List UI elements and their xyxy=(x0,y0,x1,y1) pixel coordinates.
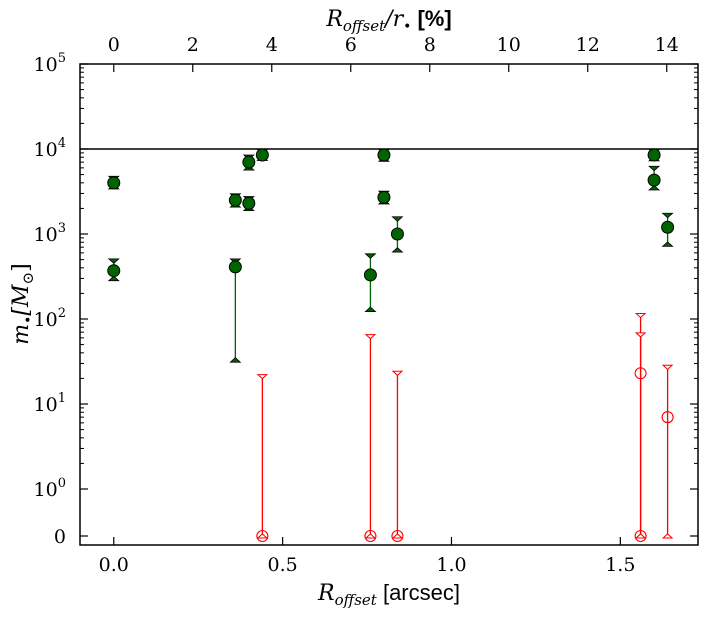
upper-limit-marker xyxy=(364,253,377,259)
x2-tick-label: 12 xyxy=(576,34,600,56)
data-point xyxy=(647,173,661,187)
lower-limit-marker xyxy=(229,357,242,363)
data-points xyxy=(107,148,675,543)
y-tick-label: 101 xyxy=(34,391,66,416)
x2-tick-label: 14 xyxy=(655,34,679,56)
y-tick-label: 0 xyxy=(54,526,66,548)
data-point xyxy=(255,148,269,162)
x2-tick-label: 2 xyxy=(187,34,199,56)
data-point xyxy=(377,190,391,204)
data-point xyxy=(390,227,404,241)
lower-limit-marker xyxy=(391,247,404,253)
x-axis-title: Roffset [arcsec] xyxy=(317,580,460,609)
upper-limit-marker xyxy=(661,212,674,219)
lower-limit-marker xyxy=(256,533,269,539)
data-point xyxy=(661,411,674,424)
x2-tick-label: 10 xyxy=(497,34,521,56)
upper-limit-marker xyxy=(364,334,377,340)
lower-limit-marker xyxy=(391,533,404,539)
data-point xyxy=(256,529,269,543)
upper-limit-marker xyxy=(256,374,269,380)
data-point xyxy=(242,155,256,169)
lower-limit-marker xyxy=(661,241,674,247)
data-point xyxy=(107,264,121,278)
upper-limit-marker xyxy=(661,364,674,371)
data-point xyxy=(391,529,404,543)
data-point xyxy=(107,176,121,190)
y-tick-label: 105 xyxy=(34,51,66,76)
y-tick-label: 100 xyxy=(34,476,66,501)
x-tick-label: 0.5 xyxy=(268,554,298,576)
data-point xyxy=(661,220,675,234)
x2-tick-label: 6 xyxy=(345,34,357,56)
upper-limit-marker xyxy=(648,165,661,172)
upper-limit-marker xyxy=(634,312,647,319)
data-point xyxy=(377,148,391,162)
x2-axis-title: Roffset/r• [%] xyxy=(325,6,451,35)
x-tick-label: 1.0 xyxy=(436,554,466,576)
data-point xyxy=(228,193,242,207)
lower-limit-marker xyxy=(107,275,120,282)
data-point xyxy=(647,148,661,162)
plot-frame xyxy=(79,63,699,546)
lower-limit-marker xyxy=(661,533,674,539)
x2-tick-label: 8 xyxy=(424,34,436,56)
upper-limit-marker xyxy=(107,258,120,264)
x2-tick-label: 0 xyxy=(108,34,120,56)
upper-limit-marker xyxy=(634,332,647,338)
x-tick-label: 0.0 xyxy=(99,554,129,576)
data-point xyxy=(228,260,242,274)
y-tick-label: 104 xyxy=(34,136,66,161)
y-tick-label: 103 xyxy=(34,221,66,246)
lower-limit-marker xyxy=(364,533,377,539)
data-point xyxy=(634,529,647,543)
lower-limit-marker xyxy=(648,184,661,191)
upper-limit-marker xyxy=(391,216,404,222)
data-point xyxy=(242,196,256,210)
lower-limit-marker xyxy=(634,533,647,539)
lower-limit-marker xyxy=(364,306,377,312)
tick-labels: 0.0 0.5 1.0 1.5 0 2 4 6 8 10 12 14 0 100 101 102 103 104 1… xyxy=(34,34,679,576)
x-tick-label: 1.5 xyxy=(605,554,635,576)
y-tick-label: 102 xyxy=(34,306,66,331)
data-point xyxy=(364,529,377,543)
data-point xyxy=(363,268,377,282)
x2-tick-label: 4 xyxy=(266,34,278,56)
upper-limit-marker xyxy=(391,370,404,376)
y-axis-title: m•[M⊙] xyxy=(9,263,37,344)
